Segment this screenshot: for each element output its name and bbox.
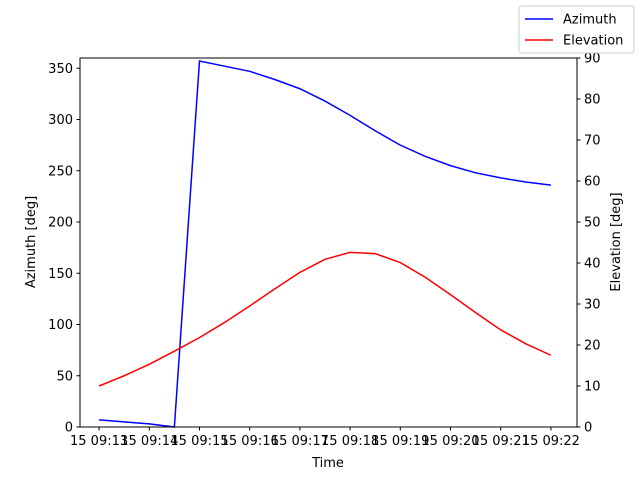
y-axis-label-right: Elevation [deg] — [609, 192, 624, 291]
legend-box — [518, 5, 635, 54]
right-tick-label: 0 — [584, 421, 592, 436]
left-tick-label: 50 — [56, 369, 73, 384]
x-tick-label: 15 09:14 — [120, 434, 178, 449]
left-tick-label: 200 — [48, 216, 73, 231]
x-tick-label: 15 09:20 — [421, 434, 479, 449]
left-axis: 0 50 100 150 200 250 300 350 — [48, 62, 80, 436]
x-tick-label: 15 09:17 — [271, 434, 329, 449]
x-tick-label: 15 09:18 — [321, 434, 379, 449]
right-tick-label: 70 — [584, 134, 601, 149]
legend-label-elevation: Elevation — [563, 34, 623, 49]
x-axis-label: Time — [311, 456, 344, 471]
series-line-azimuth — [99, 60, 551, 428]
right-tick-label: 30 — [584, 298, 601, 313]
right-tick-label: 20 — [584, 339, 601, 354]
right-tick-label: 50 — [584, 216, 601, 231]
left-tick-label: 0 — [65, 421, 73, 436]
x-tick-label: 15 09:13 — [70, 434, 128, 449]
x-tick-label: 15 09:22 — [522, 434, 580, 449]
plot-frame — [79, 57, 578, 428]
right-tick-label: 80 — [584, 93, 601, 108]
series-layer — [98, 60, 552, 428]
left-tick-label: 150 — [48, 267, 73, 282]
right-axis: 0 10 20 30 40 50 60 70 80 90 — [577, 52, 601, 436]
axis-frame — [79, 57, 578, 428]
x-tick-label: 15 09:21 — [472, 434, 530, 449]
right-tick-label: 60 — [584, 175, 601, 190]
y-axis-label-left: Azimuth [deg] — [24, 196, 39, 288]
legend-label-azimuth: Azimuth — [563, 13, 617, 28]
series-line-elevation — [98, 251, 552, 387]
left-tick-label: 300 — [48, 113, 73, 128]
x-tick-label: 15 09:15 — [170, 434, 228, 449]
legend: Azimuth Elevation — [518, 5, 635, 54]
x-tick-label: 15 09:19 — [371, 434, 429, 449]
left-tick-label: 250 — [48, 164, 73, 179]
right-tick-label: 90 — [584, 52, 601, 67]
left-tick-label: 100 — [48, 318, 73, 333]
right-tick-label: 10 — [584, 380, 601, 395]
x-tick-label: 15 09:16 — [221, 434, 279, 449]
right-tick-label: 40 — [584, 257, 601, 272]
left-tick-label: 350 — [48, 62, 73, 77]
